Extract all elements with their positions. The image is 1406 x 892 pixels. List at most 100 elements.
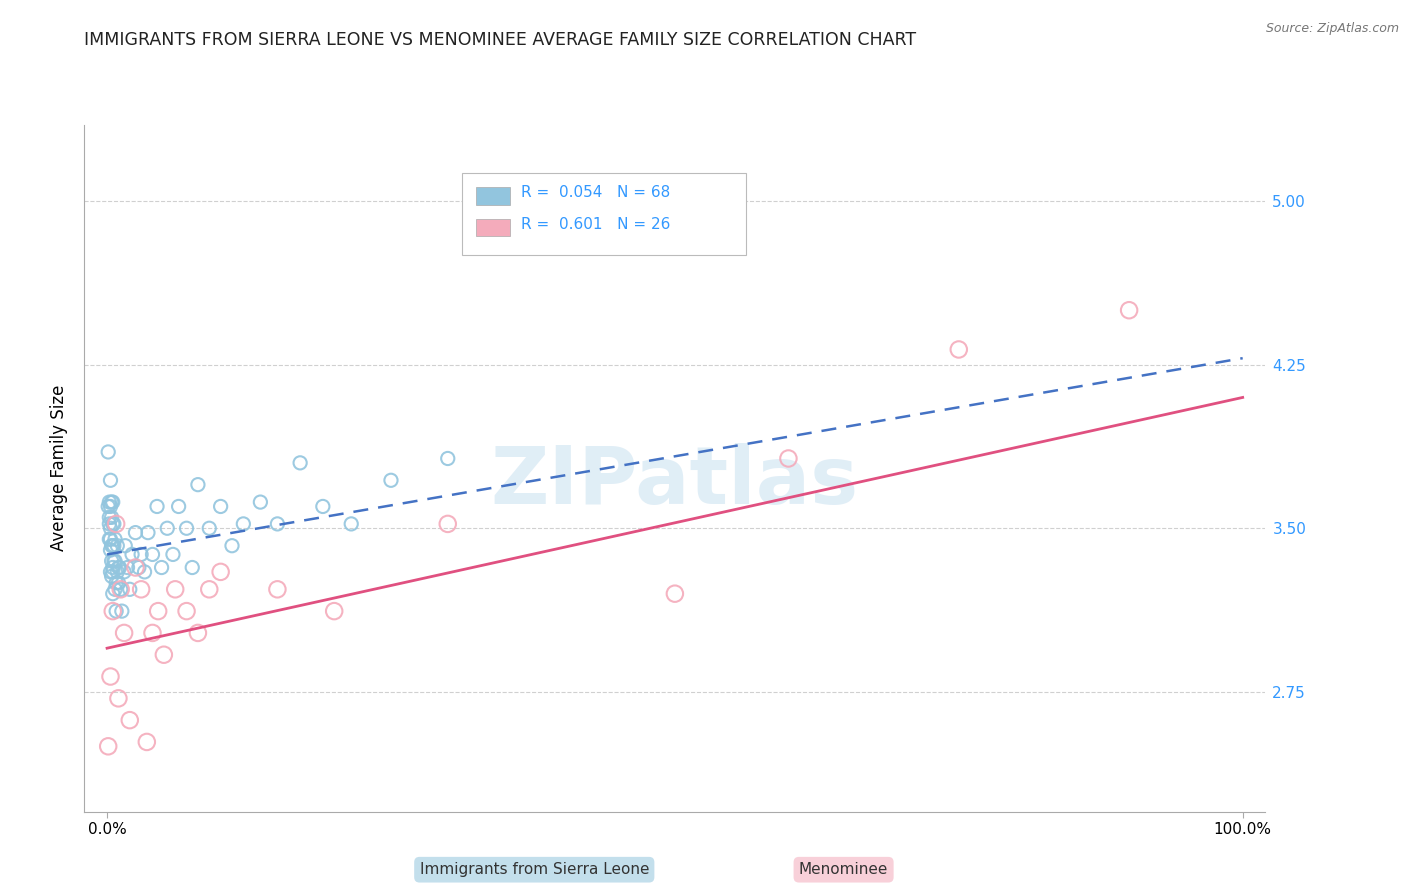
Point [103,554,125,568]
Point [1118,303,1140,318]
Point [105,604,128,618]
Point [165,582,187,597]
Point [100,473,122,487]
Point [129,548,152,562]
Point [104,532,127,546]
Point [232,516,254,531]
Point [100,521,122,535]
Point [128,560,150,574]
Text: ZIPatlas: ZIPatlas [491,443,859,521]
Point [105,575,128,590]
Point [176,604,198,618]
Point [312,500,335,514]
Point [100,532,122,546]
Point [100,565,122,579]
Point [340,516,363,531]
Point [97,739,120,754]
FancyBboxPatch shape [463,173,745,255]
Text: Menominee: Menominee [799,863,889,877]
Point [167,500,190,514]
Point [778,451,800,466]
Point [436,516,458,531]
Point [108,560,131,574]
Point [101,560,124,574]
Text: R =  0.054   N = 68: R = 0.054 N = 68 [522,186,671,201]
Text: IMMIGRANTS FROM SIERRA LEONE VS MENOMINEE AVERAGE FAMILY SIZE CORRELATION CHART: IMMIGRANTS FROM SIERRA LEONE VS MENOMINE… [84,31,917,49]
Point [98,495,121,509]
Point [100,543,122,558]
Point [162,548,184,562]
Bar [477,187,509,204]
Text: R =  0.601   N = 26: R = 0.601 N = 26 [522,217,671,232]
Point [100,495,122,509]
Point [266,516,288,531]
Point [146,500,169,514]
Point [104,582,127,597]
Point [288,456,311,470]
Point [141,626,163,640]
Point [221,539,243,553]
Point [187,477,209,491]
Point [101,516,124,531]
Point [136,525,159,540]
Point [187,626,209,640]
Point [380,473,402,487]
Point [101,539,124,553]
Point [98,510,121,524]
Point [664,587,686,601]
Point [100,569,122,583]
Point [323,604,346,618]
Point [209,565,232,579]
Point [101,495,124,509]
Point [198,582,221,597]
Point [121,548,143,562]
Point [107,560,129,574]
Point [129,582,152,597]
Point [124,525,146,540]
Text: Immigrants from Sierra Leone: Immigrants from Sierra Leone [419,863,650,877]
Point [111,604,134,618]
Bar [477,219,509,236]
Point [436,451,458,466]
Point [105,516,128,531]
Point [150,560,173,574]
Point [100,510,122,524]
Point [107,691,129,706]
Point [110,582,132,597]
Point [107,575,129,590]
Point [141,548,163,562]
Point [134,565,156,579]
Text: Source: ZipAtlas.com: Source: ZipAtlas.com [1265,22,1399,36]
Point [101,604,124,618]
Point [118,713,141,727]
Point [112,626,135,640]
Point [209,500,232,514]
Point [101,565,124,579]
Point [124,560,146,574]
Point [181,560,204,574]
Point [148,604,170,618]
Point [118,582,141,597]
Point [105,565,128,579]
Point [249,495,271,509]
Point [156,521,179,535]
Point [97,445,120,459]
Point [105,539,128,553]
Point [117,560,139,574]
Point [198,521,221,535]
Point [135,735,157,749]
Point [103,516,125,531]
Point [948,343,970,357]
Point [97,500,120,514]
Y-axis label: Average Family Size: Average Family Size [51,385,69,551]
Point [104,554,127,568]
Point [100,554,122,568]
Point [103,539,125,553]
Point [266,582,288,597]
Point [114,539,136,553]
Point [100,669,122,683]
Point [176,521,198,535]
Point [98,532,121,546]
Point [112,565,135,579]
Point [153,648,176,662]
